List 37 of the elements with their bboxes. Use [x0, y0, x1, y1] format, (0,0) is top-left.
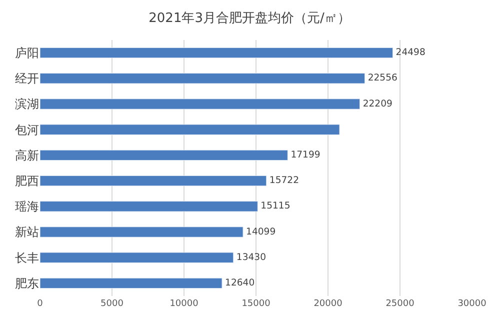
- x-tick-label: 10000: [170, 299, 199, 309]
- y-tick-label: 滨湖: [15, 97, 39, 112]
- data-label: 12640: [225, 278, 255, 289]
- y-tick-label: 高新: [15, 148, 39, 162]
- y-tick-label: 长丰: [15, 250, 39, 265]
- y-tick-label: 经开: [15, 72, 39, 86]
- y-tick-label: 新站: [15, 225, 39, 240]
- y-tick-label: 肥西: [15, 174, 39, 188]
- y-tick-label: 庐阳: [15, 46, 39, 60]
- bar: [40, 226, 244, 238]
- data-label: 13430: [236, 252, 266, 263]
- x-tick-label: 20000: [314, 299, 343, 309]
- y-tick-label: 包河: [15, 122, 39, 137]
- y-tick-label: 瑶海: [15, 200, 39, 214]
- bar: [40, 252, 234, 263]
- data-label: 15722: [269, 175, 299, 186]
- data-label: 22209: [362, 98, 392, 110]
- data-label: 15115: [260, 200, 290, 212]
- data-label: 17199: [290, 150, 320, 161]
- y-tick-label: 肥东: [15, 276, 39, 290]
- x-tick-label: 5000: [100, 299, 124, 309]
- bar: [40, 201, 258, 212]
- bar: [40, 47, 394, 58]
- bar: [40, 98, 360, 110]
- data-label: 14099: [246, 226, 276, 238]
- bar: [40, 73, 366, 84]
- x-tick-label: 0: [37, 299, 44, 309]
- data-label: 24498: [396, 47, 426, 58]
- x-tick-label: 15000: [242, 299, 271, 309]
- chart-title: 2021年3月合肥开盘均价（元/㎡）: [148, 10, 350, 26]
- bar: [40, 124, 340, 135]
- bar: [40, 150, 288, 161]
- x-tick-label: 25000: [386, 299, 415, 309]
- bar: [40, 278, 222, 289]
- bar: [40, 175, 267, 186]
- x-tick-label: 30000: [458, 299, 487, 309]
- data-label: 22556: [368, 72, 398, 84]
